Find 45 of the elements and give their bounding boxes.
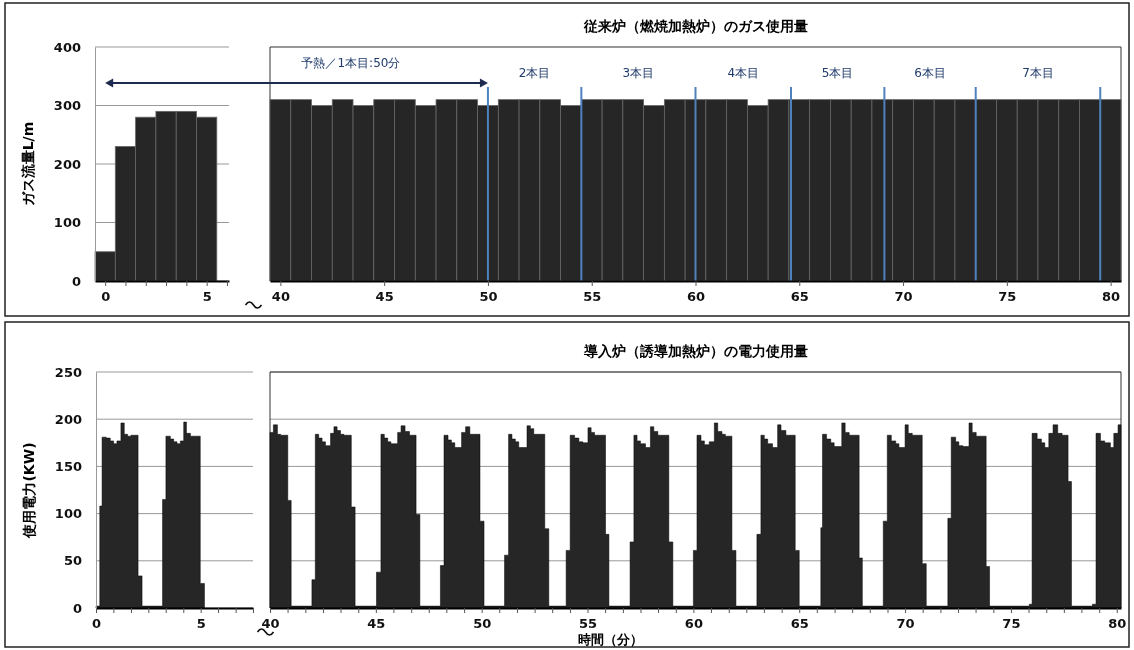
y-tick-label: 400 — [53, 39, 81, 55]
y-tick-label: 100 — [53, 215, 81, 231]
annotation: 7本目 — [1022, 65, 1054, 80]
annotation: 5本目 — [821, 65, 854, 80]
x-tick-label: 75 — [1002, 615, 1021, 631]
x-tick-label: 65 — [790, 615, 809, 631]
y-tick-label: 250 — [54, 364, 82, 380]
y-axis-title: 使用電力(KW) — [21, 442, 37, 539]
x-tick-label: 40 — [271, 288, 290, 304]
y-tick-label: 200 — [53, 156, 81, 172]
y-axis-title: ガス流量L/m — [20, 121, 36, 207]
chart-title: 従来炉（燃焼加熱炉）のガス使用量 — [582, 18, 808, 34]
annotation: 6本目 — [914, 65, 946, 80]
y-tick-label: 100 — [54, 506, 82, 522]
x-tick-label: 75 — [998, 288, 1017, 304]
x-tick-label: 60 — [686, 288, 706, 304]
x-tick-label: 80 — [1108, 615, 1127, 631]
x-tick-label: 70 — [896, 615, 915, 631]
x-tick-label: 80 — [1102, 288, 1121, 304]
annotation: 予熱／1本目:50分 — [301, 55, 401, 70]
y-tick-label: 0 — [71, 273, 81, 289]
x-tick-label: 55 — [578, 615, 598, 631]
x-tick-label: 55 — [583, 288, 602, 304]
y-tick-label: 0 — [72, 600, 82, 616]
y-tick-label: 50 — [63, 553, 82, 569]
annotation: 3本目 — [622, 65, 655, 80]
x-tick-label: 50 — [473, 615, 492, 631]
x-tick-label: 50 — [479, 288, 498, 304]
x-axis-title: 時間（分） — [577, 632, 643, 647]
annotation: 2本目 — [518, 65, 551, 80]
x-tick-label: 5 — [202, 288, 212, 304]
x-tick-label: 5 — [196, 615, 206, 631]
x-tick-label: 65 — [790, 288, 809, 304]
x-tick-label: 45 — [367, 615, 386, 631]
x-tick-label: 0 — [91, 615, 102, 631]
x-tick-label: 60 — [684, 615, 703, 631]
chart-title: 導入炉（誘導加熱炉）の電力使用量 — [582, 343, 808, 359]
annotation: 4本目 — [727, 65, 760, 80]
x-tick-label: 70 — [894, 288, 913, 304]
x-tick-label: 0 — [101, 288, 111, 304]
y-tick-label: 150 — [54, 459, 82, 475]
y-tick-label: 200 — [54, 411, 82, 427]
y-tick-label: 300 — [53, 98, 81, 114]
x-tick-label: 45 — [375, 288, 394, 304]
x-tick-label: 40 — [261, 615, 280, 631]
